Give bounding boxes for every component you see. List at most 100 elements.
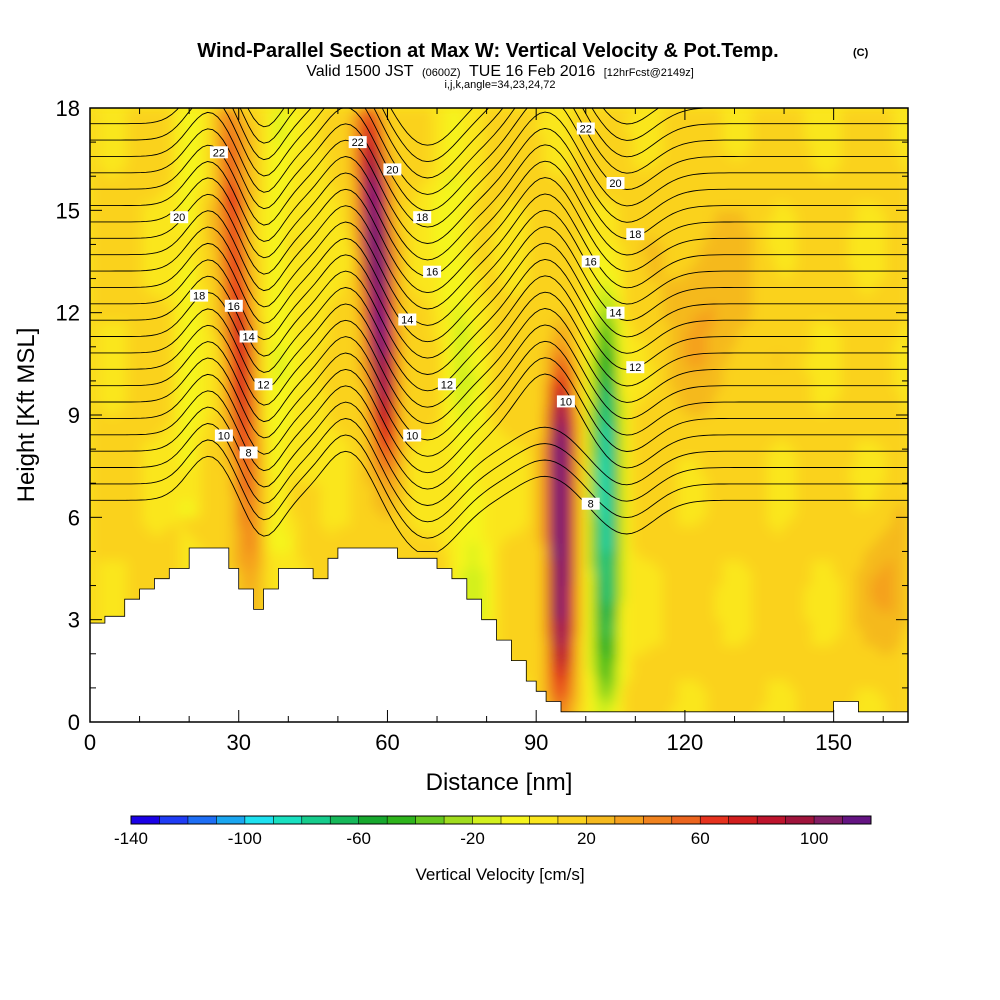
velocity-cell xyxy=(469,125,478,135)
velocity-cell xyxy=(253,270,262,280)
velocity-cell xyxy=(558,474,567,484)
velocity-cell xyxy=(261,432,270,442)
velocity-cell xyxy=(424,321,433,331)
velocity-cell xyxy=(528,287,537,297)
velocity-cell xyxy=(439,218,448,228)
velocity-cell xyxy=(536,108,545,118)
velocity-cell xyxy=(513,474,522,484)
velocity-cell xyxy=(283,210,292,220)
velocity-cell xyxy=(104,108,113,118)
velocity-cell xyxy=(350,483,359,493)
velocity-cell xyxy=(298,483,307,493)
velocity-cell xyxy=(246,397,255,408)
velocity-cell xyxy=(565,278,574,288)
velocity-cell xyxy=(394,227,403,237)
velocity-cell xyxy=(380,193,389,203)
velocity-cell xyxy=(565,329,574,339)
velocity-cell xyxy=(290,116,299,126)
velocity-cell xyxy=(521,491,530,501)
velocity-cell xyxy=(432,167,441,177)
velocity-cell xyxy=(499,534,508,544)
velocity-cell xyxy=(580,244,589,254)
velocity-cell xyxy=(417,534,426,544)
velocity-cell xyxy=(565,423,574,433)
velocity-cell xyxy=(179,295,188,305)
velocity-cell xyxy=(246,184,255,194)
velocity-cell xyxy=(305,440,314,450)
velocity-cell xyxy=(551,338,560,348)
velocity-cell xyxy=(417,304,426,314)
velocity-cell xyxy=(275,380,284,391)
velocity-cell xyxy=(208,534,218,544)
velocity-cell xyxy=(446,491,455,501)
velocity-cell xyxy=(588,517,597,527)
velocity-cell xyxy=(558,619,567,629)
velocity-cell xyxy=(380,432,389,442)
velocity-cell xyxy=(357,534,366,544)
velocity-cell xyxy=(127,389,136,399)
velocity-cell xyxy=(119,363,128,373)
velocity-cell xyxy=(156,380,165,391)
velocity-cell xyxy=(90,577,99,587)
velocity-cell xyxy=(558,210,567,220)
velocity-cell xyxy=(387,278,396,288)
velocity-cell xyxy=(365,295,374,305)
velocity-cell xyxy=(268,568,277,578)
velocity-cell xyxy=(320,270,329,280)
velocity-cell xyxy=(551,602,560,612)
velocity-cell xyxy=(446,440,455,450)
velocity-cell xyxy=(253,338,262,348)
velocity-cell xyxy=(521,133,530,143)
velocity-cell xyxy=(290,270,299,280)
velocity-cell xyxy=(186,193,195,203)
velocity-cell xyxy=(565,568,574,578)
velocity-cell xyxy=(335,525,344,535)
velocity-cell xyxy=(104,585,113,595)
velocity-cell xyxy=(461,346,470,356)
velocity-cell xyxy=(402,304,411,314)
velocity-cell xyxy=(335,321,344,331)
velocity-cell xyxy=(238,167,247,177)
velocity-cell xyxy=(246,159,255,169)
velocity-cell xyxy=(142,355,151,365)
velocity-cell xyxy=(231,483,240,493)
velocity-cell xyxy=(513,483,522,493)
velocity-cell xyxy=(119,483,128,493)
velocity-cell xyxy=(446,244,455,254)
velocity-cell xyxy=(387,457,396,467)
velocity-cell xyxy=(484,568,493,578)
velocity-cell xyxy=(305,193,314,203)
velocity-cell xyxy=(528,329,537,339)
velocity-cell xyxy=(283,440,292,450)
velocity-cell xyxy=(149,542,158,553)
velocity-cell xyxy=(335,227,344,237)
velocity-cell xyxy=(588,312,597,322)
velocity-cell xyxy=(446,551,455,561)
velocity-cell xyxy=(372,227,381,237)
velocity-cell xyxy=(484,585,493,595)
velocity-cell xyxy=(320,559,329,570)
velocity-cell xyxy=(313,235,322,246)
velocity-cell xyxy=(327,415,336,425)
velocity-cell xyxy=(521,474,530,484)
velocity-cell xyxy=(275,491,284,501)
velocity-cell xyxy=(454,466,463,476)
velocity-cell xyxy=(104,508,113,518)
velocity-cell xyxy=(484,406,493,416)
velocity-cell xyxy=(387,142,396,152)
velocity-cell xyxy=(164,201,173,211)
velocity-cell xyxy=(149,474,158,484)
velocity-cell xyxy=(164,159,173,169)
velocity-cell xyxy=(127,159,136,169)
velocity-cell xyxy=(119,321,128,331)
velocity-cell xyxy=(432,295,441,305)
velocity-cell xyxy=(246,218,255,228)
velocity-cell xyxy=(595,125,604,135)
velocity-cell xyxy=(558,645,567,655)
velocity-cell xyxy=(513,500,522,510)
velocity-cell xyxy=(372,389,381,399)
velocity-cell xyxy=(432,116,441,126)
velocity-cell xyxy=(246,432,255,442)
velocity-cell xyxy=(238,568,247,578)
velocity-cell xyxy=(164,534,173,544)
